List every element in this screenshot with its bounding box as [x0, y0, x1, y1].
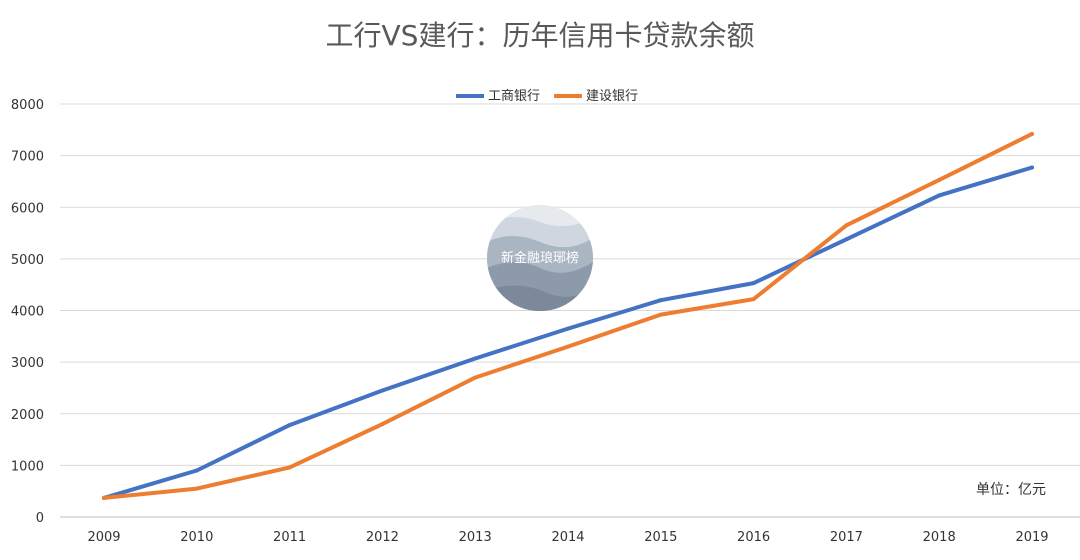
data-point [566, 326, 570, 331]
data-point [1030, 131, 1034, 136]
data-point [1030, 165, 1034, 170]
x-tick-label: 2011 [273, 530, 306, 545]
x-tick-label: 2015 [644, 530, 677, 545]
data-point [844, 223, 849, 228]
y-tick-label: 7000 [11, 150, 44, 165]
data-point [473, 375, 478, 380]
watermark: 新金融琅琊榜 [487, 205, 593, 311]
data-point [937, 193, 942, 198]
x-tick-label: 2019 [1015, 530, 1048, 545]
x-tick-label: 2013 [459, 530, 492, 545]
legend-label-ccb: 建设银行 [586, 89, 638, 104]
data-point [194, 486, 199, 491]
series-line-ccb [102, 131, 1034, 500]
data-point [751, 297, 756, 302]
data-point [844, 237, 849, 242]
x-tick-label: 2014 [551, 530, 584, 545]
y-tick-label: 5000 [11, 253, 44, 268]
data-point [380, 422, 385, 427]
x-tick-label: 2016 [737, 530, 770, 545]
legend: 工商银行 建设银行 [456, 89, 638, 104]
x-tick-label: 2010 [180, 530, 213, 545]
y-axis: 0 1000 2000 3000 4000 5000 6000 7000 8000 [11, 98, 44, 526]
data-point [473, 356, 478, 361]
data-point [194, 468, 199, 473]
x-tick-label: 2018 [923, 530, 956, 545]
x-tick-label: 2009 [87, 530, 120, 545]
unit-note: 单位：亿元 [976, 482, 1046, 498]
chart-title: 工行VS建行：历年信用卡贷款余额 [326, 19, 755, 52]
y-tick-label: 6000 [11, 201, 44, 216]
data-point [937, 177, 942, 182]
gridlines [60, 103, 1080, 518]
x-axis: 2009 2010 2011 2012 2013 2014 2015 2016 2017 2018… [87, 530, 1048, 545]
legend-label-icbc: 工商银行 [488, 89, 540, 104]
data-point [658, 312, 663, 317]
x-tick-label: 2017 [830, 530, 863, 545]
data-point [287, 423, 292, 428]
y-tick-label: 0 [36, 511, 44, 526]
data-point [751, 281, 756, 286]
x-tick-label: 2012 [366, 530, 399, 545]
y-tick-label: 3000 [11, 356, 44, 371]
y-tick-label: 8000 [11, 98, 44, 113]
data-point [380, 388, 385, 393]
y-tick-label: 2000 [11, 408, 44, 423]
data-point [102, 495, 106, 500]
data-point [566, 344, 570, 349]
data-point [287, 465, 292, 470]
y-tick-label: 1000 [11, 459, 44, 474]
y-tick-label: 4000 [11, 305, 44, 320]
data-point [658, 298, 663, 303]
series-layer [102, 131, 1034, 500]
watermark-text: 新金融琅琊榜 [501, 250, 579, 266]
